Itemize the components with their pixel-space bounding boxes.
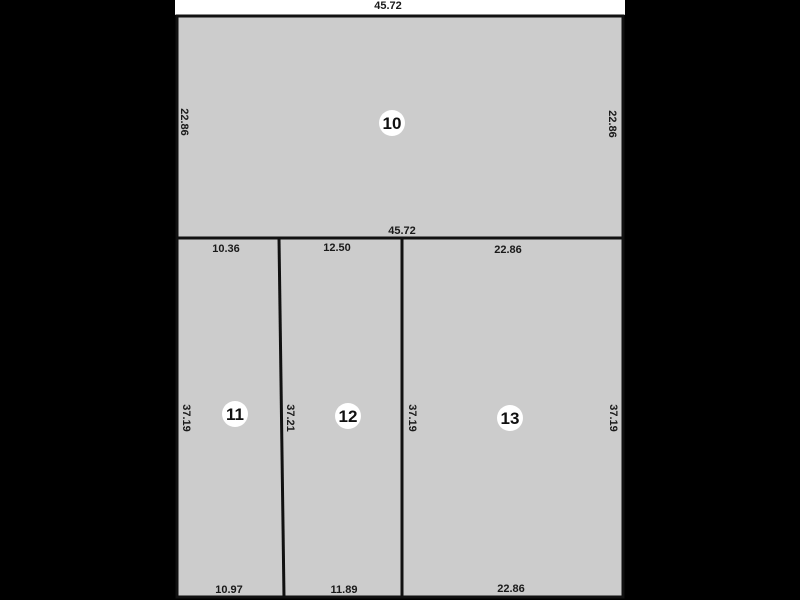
lot-13-left-dimension: 37.19 [406,404,418,432]
lot-12-badge [335,403,361,429]
lot-10-bottom-dimension: 45.72 [388,225,416,237]
lot-12-left-dimension: 37.21 [284,404,296,432]
lot-10-number: 10 [383,114,402,133]
lot-10-right-dimension: 22.86 [606,110,618,138]
lot-11-12-boundary [277,237,286,598]
lot-11-top-dimension: 10.36 [212,243,240,255]
lot-10[interactable]: 10 45.72 22.86 22.86 [175,14,625,240]
lot-13-right-dimension: 37.19 [607,404,619,432]
frontage-dimension: 45.72 [374,0,402,12]
lot-11-left-dimension: 37.19 [180,404,192,432]
lot-11[interactable]: 11 10.36 10.97 37.19 [177,239,284,597]
lot-11-bottom-dimension: 10.97 [215,584,243,596]
lot-11-number: 11 [226,405,244,424]
lot-13-number: 13 [501,409,520,428]
lot-12-number: 12 [339,407,358,426]
lot-10-badge [379,110,405,136]
lot-13-top-dimension: 22.86 [494,244,522,256]
outer-boundary [175,14,625,599]
lot-12[interactable]: 12 12.50 11.89 37.21 [280,239,402,597]
lot-13[interactable]: 13 22.86 22.86 37.19 37.19 [403,239,623,597]
boundary-lines [175,14,625,599]
lot-12-bottom-dimension: 11.89 [331,584,358,596]
street-frontage-strip [175,0,625,15]
lot-11-badge [222,401,248,427]
lot-10-left-dimension: 22.86 [178,108,190,136]
lot-13-bottom-dimension: 22.86 [497,583,525,595]
lot-13-badge [497,405,523,431]
lot-12-top-dimension: 12.50 [323,242,351,254]
